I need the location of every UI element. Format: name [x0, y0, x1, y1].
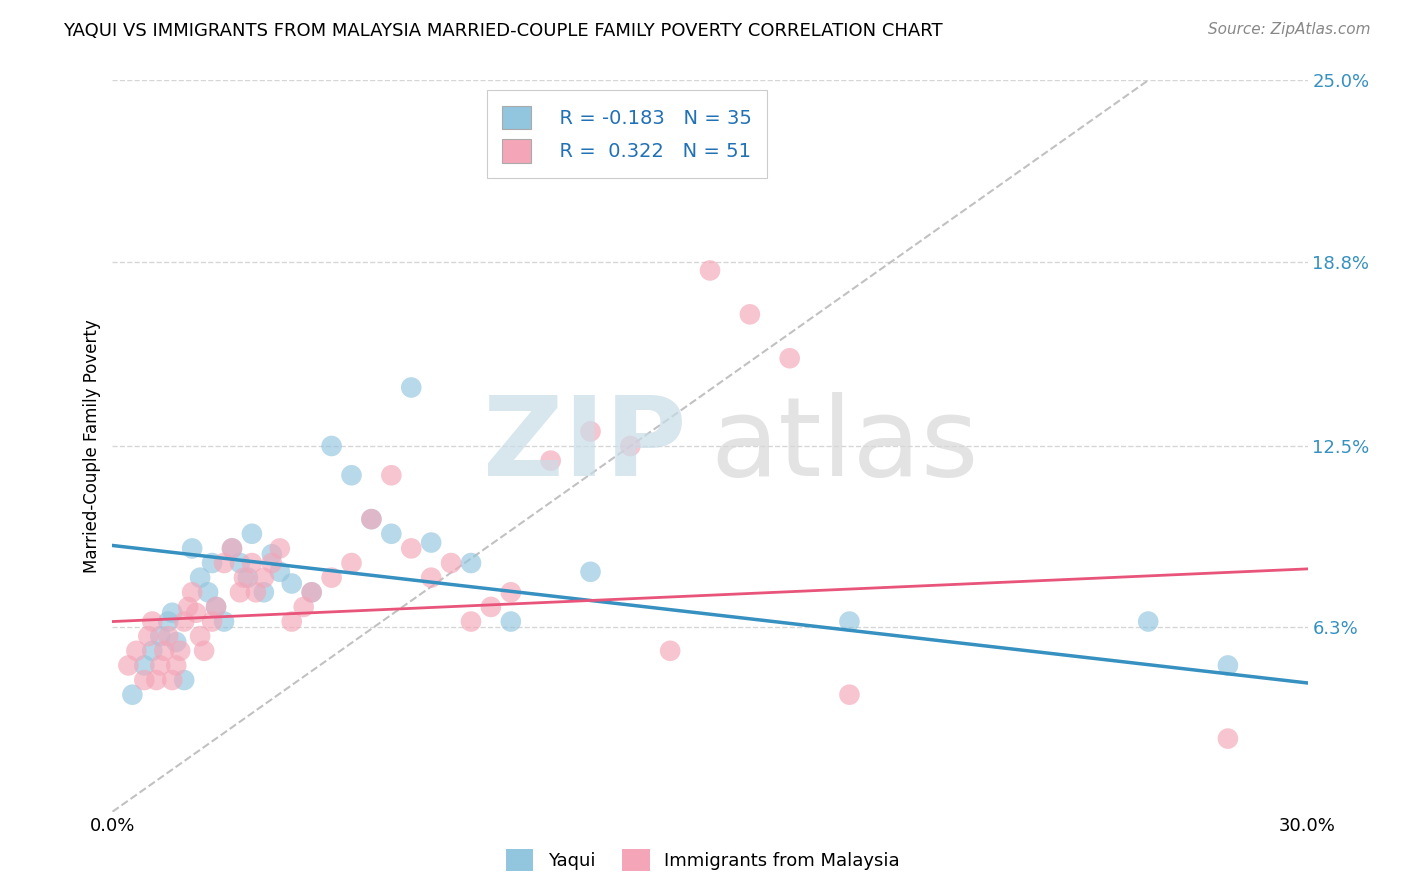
Point — [134, 673, 156, 687]
Point — [340, 556, 363, 570]
Point — [221, 541, 243, 556]
Point — [117, 658, 139, 673]
Point — [292, 599, 315, 614]
Point — [281, 576, 304, 591]
Point — [540, 453, 562, 467]
Point — [212, 615, 235, 629]
Text: YAQUI VS IMMIGRANTS FROM MALAYSIA MARRIED-COUPLE FAMILY POVERTY CORRELATION CHAR: YAQUI VS IMMIGRANTS FROM MALAYSIA MARRIE… — [63, 22, 943, 40]
Point — [141, 615, 163, 629]
Legend:   R = -0.183   N = 35,   R =  0.322   N = 51: R = -0.183 N = 35, R = 0.322 N = 51 — [486, 90, 768, 178]
Point — [260, 556, 283, 570]
Point — [281, 615, 304, 629]
Text: atlas: atlas — [710, 392, 979, 500]
Text: Source: ZipAtlas.com: Source: ZipAtlas.com — [1208, 22, 1371, 37]
Point — [233, 571, 256, 585]
Point — [173, 615, 195, 629]
Point — [236, 571, 259, 585]
Text: ZIP: ZIP — [482, 392, 686, 500]
Point — [1216, 731, 1239, 746]
Point — [253, 585, 276, 599]
Point — [659, 644, 682, 658]
Point — [321, 439, 343, 453]
Point — [579, 565, 602, 579]
Point — [188, 571, 211, 585]
Point — [145, 673, 167, 687]
Point — [440, 556, 463, 570]
Point — [229, 585, 252, 599]
Point — [162, 673, 183, 687]
Point — [153, 644, 176, 658]
Point — [165, 658, 187, 673]
Point — [205, 599, 228, 614]
Legend: Yaqui, Immigrants from Malaysia: Yaqui, Immigrants from Malaysia — [499, 842, 907, 879]
Point — [173, 673, 195, 687]
Point — [212, 556, 235, 570]
Point — [186, 606, 208, 620]
Point — [360, 512, 382, 526]
Point — [188, 629, 211, 643]
Point — [149, 629, 172, 643]
Point — [420, 571, 443, 585]
Point — [301, 585, 323, 599]
Point — [157, 615, 180, 629]
Point — [579, 425, 602, 439]
Point — [460, 615, 482, 629]
Point — [499, 615, 522, 629]
Point — [149, 658, 172, 673]
Point — [738, 307, 761, 321]
Point — [134, 658, 156, 673]
Point — [380, 468, 402, 483]
Point — [360, 512, 382, 526]
Point — [460, 556, 482, 570]
Point — [401, 380, 423, 394]
Point — [838, 688, 860, 702]
Point — [420, 535, 443, 549]
Point — [181, 541, 204, 556]
Point — [253, 571, 276, 585]
Point — [141, 644, 163, 658]
Point — [138, 629, 160, 643]
Point — [479, 599, 502, 614]
Point — [157, 629, 180, 643]
Y-axis label: Married-Couple Family Poverty: Married-Couple Family Poverty — [83, 319, 101, 573]
Point — [162, 606, 183, 620]
Point — [779, 351, 801, 366]
Point — [499, 585, 522, 599]
Point — [269, 565, 291, 579]
Point — [165, 635, 187, 649]
Point — [401, 541, 423, 556]
Point — [205, 599, 228, 614]
Point — [301, 585, 323, 599]
Point — [619, 439, 641, 453]
Point — [699, 263, 721, 277]
Point — [240, 526, 263, 541]
Point — [260, 547, 283, 561]
Point — [125, 644, 148, 658]
Point — [221, 541, 243, 556]
Point — [177, 599, 200, 614]
Point — [121, 688, 143, 702]
Point — [181, 585, 204, 599]
Point — [380, 526, 402, 541]
Point — [201, 556, 224, 570]
Point — [193, 644, 215, 658]
Point — [321, 571, 343, 585]
Point — [1216, 658, 1239, 673]
Point — [229, 556, 252, 570]
Point — [245, 585, 267, 599]
Point — [838, 615, 860, 629]
Point — [269, 541, 291, 556]
Point — [340, 468, 363, 483]
Point — [240, 556, 263, 570]
Point — [201, 615, 224, 629]
Point — [169, 644, 191, 658]
Point — [197, 585, 219, 599]
Point — [1137, 615, 1160, 629]
